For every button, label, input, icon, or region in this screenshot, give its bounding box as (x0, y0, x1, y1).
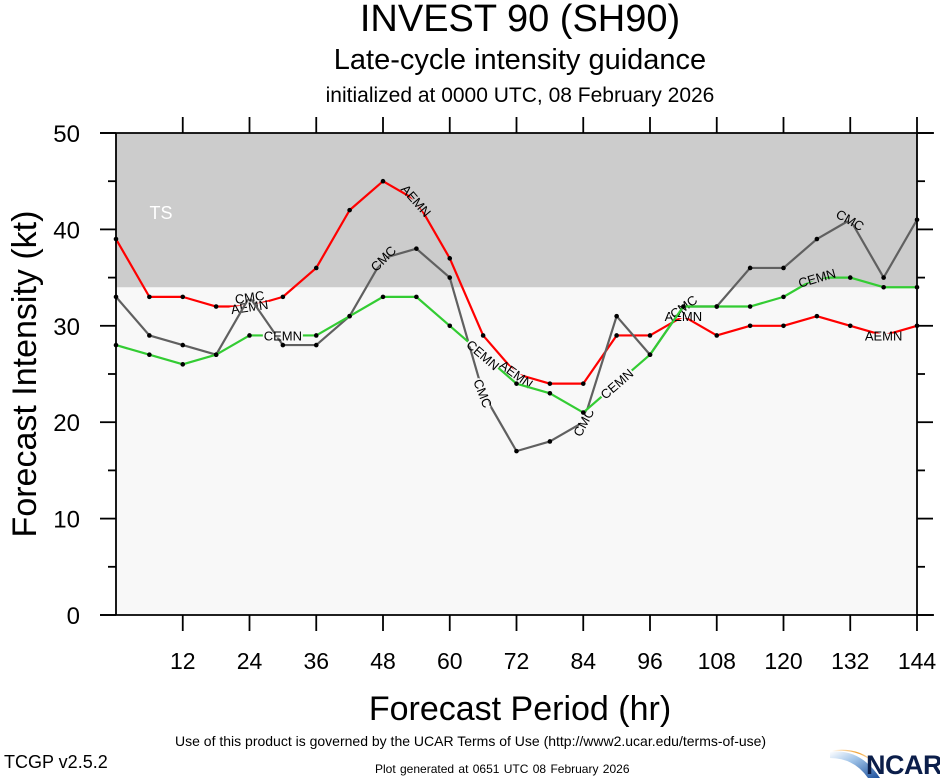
data-point (714, 333, 720, 338)
label-gap (233, 292, 266, 302)
x-tick-label: 36 (303, 648, 329, 674)
plot-generated-time: Plot generated at 0651 UTC 08 February 2… (375, 762, 630, 776)
x-tick-label: 72 (504, 648, 530, 674)
data-point (747, 323, 753, 329)
x-tick-label: 24 (237, 648, 263, 674)
label-gap (600, 369, 634, 399)
data-point (313, 342, 319, 348)
y-tick-label: 10 (53, 507, 80, 534)
data-point (847, 275, 853, 280)
ncar-logo: NCAR (830, 746, 940, 780)
label-gap (835, 210, 865, 230)
data-point (614, 333, 619, 338)
x-tick-label: 144 (898, 648, 937, 674)
x-tick-label: 48 (370, 648, 396, 674)
data-point (414, 294, 419, 300)
data-point (814, 236, 820, 242)
y-tick-label: 20 (53, 410, 80, 437)
data-point (781, 323, 786, 329)
x-tick-label: 108 (698, 648, 736, 674)
data-point (313, 333, 319, 338)
data-point (213, 304, 219, 309)
data-point (147, 352, 152, 358)
data-point (881, 284, 886, 290)
data-point (180, 294, 186, 300)
band-ts (116, 133, 917, 288)
data-point (313, 265, 319, 271)
series-label: CEMN (262, 328, 303, 343)
series-label-text: CMC (234, 288, 265, 307)
chart-title: INVEST 90 (SH90) (359, 0, 681, 40)
data-point (147, 294, 152, 300)
label-gap (797, 270, 837, 286)
data-point (514, 448, 519, 454)
x-tick-label: 12 (170, 648, 196, 674)
data-point (213, 352, 219, 358)
label-gap (574, 407, 593, 438)
data-point (147, 333, 152, 338)
label-gap (499, 360, 534, 388)
label-gap (475, 377, 491, 409)
x-tick-label: 60 (437, 648, 463, 674)
data-point (714, 304, 720, 309)
series-label: AEMN (863, 328, 904, 343)
y-tick-label: 40 (53, 217, 80, 244)
data-point (647, 352, 653, 358)
x-tick-label: 96 (637, 648, 663, 674)
band-label: TS (149, 203, 172, 223)
x-axis-label: Forecast Period (hr) (369, 690, 671, 728)
data-point (447, 256, 453, 261)
y-axis-label: Forecast Intensity (kt) (6, 211, 44, 538)
terms-of-use-notice: Use of this product is governed by the U… (175, 733, 767, 749)
data-point (514, 381, 519, 386)
data-point (247, 333, 252, 338)
series-label: CMC (233, 288, 266, 307)
ncar-swoosh-icon (830, 749, 880, 778)
series-label-text: CEMN (264, 328, 302, 343)
data-point (881, 275, 886, 280)
data-point (547, 439, 553, 444)
data-point (180, 342, 186, 348)
ncar-logo-text: NCAR (866, 750, 940, 780)
x-tick-label: 132 (831, 648, 869, 674)
data-point (747, 304, 753, 309)
label-gap (370, 245, 396, 271)
data-point (280, 294, 286, 300)
data-point (681, 304, 686, 309)
data-point (781, 294, 786, 300)
data-point (614, 313, 619, 319)
data-point (781, 265, 786, 271)
data-point (580, 381, 586, 386)
x-tick-label: 84 (570, 648, 596, 674)
data-point (647, 333, 653, 338)
y-tick-label: 50 (53, 121, 80, 148)
data-point (547, 381, 553, 386)
data-point (747, 265, 753, 271)
data-point (580, 410, 586, 415)
label-gap (466, 340, 500, 370)
label-gap (401, 184, 431, 217)
initialization-time: initialized at 0000 UTC, 08 February 202… (325, 84, 715, 107)
data-point (380, 178, 386, 184)
data-point (814, 313, 820, 319)
y-tick-label: 30 (53, 314, 80, 341)
data-point (280, 342, 286, 348)
data-point (447, 275, 453, 280)
data-point (847, 323, 853, 329)
label-gap (229, 301, 270, 312)
y-tick-label: 0 (67, 603, 80, 630)
data-point (347, 207, 352, 213)
version-label: TCGP v2.5.2 (4, 752, 108, 772)
x-tick-label: 120 (764, 648, 802, 674)
chart-subtitle: Late-cycle intensity guidance (333, 44, 707, 76)
data-point (180, 362, 186, 367)
data-point (480, 333, 486, 338)
series-label-text: AEMN (865, 328, 903, 343)
data-point (547, 390, 553, 396)
data-point (447, 323, 453, 329)
data-point (414, 246, 419, 251)
data-point (347, 313, 352, 319)
data-point (380, 294, 386, 300)
